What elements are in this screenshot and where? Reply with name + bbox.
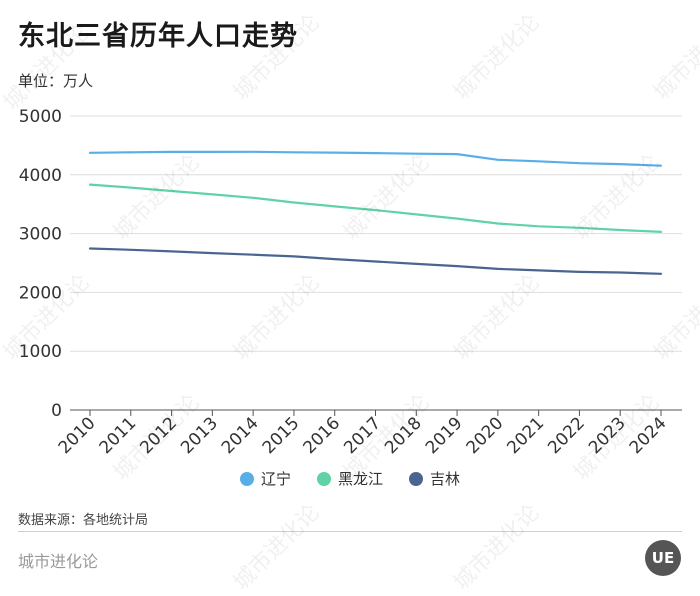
x-tick-label: 2021: [503, 413, 548, 458]
x-tick-label: 2012: [136, 413, 181, 458]
x-tick-label: 2013: [177, 413, 222, 458]
y-tick-label: 3000: [19, 225, 62, 245]
x-tick-label: 2020: [463, 413, 508, 458]
x-tick-label: 2023: [585, 413, 630, 458]
line-chart: 0100020003000400050002010201120122013201…: [19, 107, 682, 458]
chart-title: 东北三省历年人口走势: [18, 21, 298, 52]
legend-item: 吉林: [409, 468, 460, 489]
y-tick-label: 2000: [19, 283, 62, 303]
x-tick-label: 2016: [300, 413, 345, 458]
x-tick-label: 2024: [626, 413, 671, 458]
y-tick-label: 5000: [19, 107, 62, 127]
series-line: [88, 183, 663, 233]
x-tick-label: 2015: [259, 413, 304, 458]
legend-label: 吉林: [430, 470, 461, 488]
divider: [18, 531, 682, 532]
legend-label: 黑龙江: [337, 470, 383, 488]
legend-item: 黑龙江: [316, 468, 383, 489]
legend-swatch-icon: [409, 471, 423, 486]
brand-name: 城市进化论: [18, 552, 99, 571]
brand-logo-icon: UE: [645, 540, 681, 576]
x-tick-label: 2022: [544, 413, 589, 458]
legend: 辽宁 黑龙江 吉林: [0, 468, 700, 489]
unit-label: 单位：万人: [18, 72, 94, 90]
x-tick-label: 2011: [96, 413, 141, 458]
watermark: 城市进化论: [229, 500, 325, 596]
y-tick-label: 1000: [19, 342, 62, 362]
series-line: [88, 150, 663, 167]
watermark: 城市进化论: [449, 500, 545, 596]
x-tick-label: 2018: [381, 413, 426, 458]
y-tick-label: 0: [51, 401, 62, 421]
y-tick-label: 4000: [19, 166, 62, 186]
x-tick-label: 2019: [422, 413, 467, 458]
source-note: 数据来源：各地统计局: [18, 513, 149, 528]
x-tick-label: 2017: [340, 413, 385, 458]
x-tick-label: 2014: [218, 413, 263, 458]
series-line: [88, 247, 663, 275]
legend-swatch-icon: [316, 471, 331, 486]
legend-item: 辽宁: [239, 468, 291, 489]
legend-swatch-icon: [239, 471, 254, 486]
legend-label: 辽宁: [260, 470, 291, 488]
